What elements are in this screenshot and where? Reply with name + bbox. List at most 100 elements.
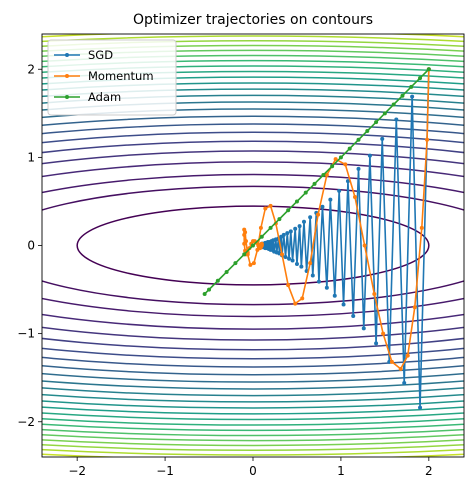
legend-label-sgd: SGD <box>88 48 113 62</box>
data-point-adam <box>365 128 370 133</box>
data-point-adam <box>426 67 431 72</box>
data-point-adam <box>400 93 405 98</box>
legend: SGD Momentum Adam <box>47 39 177 116</box>
data-point-momentum <box>412 305 417 310</box>
y-axis: −2 −1 0 1 2 <box>17 62 42 429</box>
data-point-adam <box>286 208 291 213</box>
data-point-momentum <box>248 262 253 267</box>
data-point-adam <box>277 217 282 222</box>
y-tick-label: −2 <box>17 415 35 429</box>
data-point-sgd <box>380 136 385 141</box>
data-point-adam <box>391 102 396 107</box>
contour-level-11 <box>42 94 464 397</box>
contour-lines <box>42 34 464 457</box>
contour-level-15 <box>42 70 464 421</box>
contour-level-17 <box>42 59 464 432</box>
contour-level-6 <box>42 131 464 360</box>
x-tick-label: 1 <box>337 464 345 478</box>
data-point-sgd <box>293 226 298 231</box>
y-tick-label: 1 <box>27 150 35 164</box>
data-point-momentum <box>362 243 367 248</box>
data-point-sgd <box>290 258 295 263</box>
series-adam <box>202 67 431 296</box>
data-point-adam <box>259 234 264 239</box>
series-sgd <box>258 67 431 410</box>
data-point-momentum <box>263 206 268 211</box>
data-point-sgd <box>341 302 346 307</box>
data-point-sgd <box>285 231 290 236</box>
data-point-sgd <box>374 341 379 346</box>
contour-level-9 <box>42 108 464 383</box>
contour-level-1 <box>42 185 464 306</box>
data-point-sgd <box>332 293 337 298</box>
data-point-adam <box>251 243 255 248</box>
data-point-momentum <box>308 261 313 266</box>
data-point-adam <box>418 76 423 81</box>
data-point-sgd <box>310 273 315 278</box>
data-point-momentum <box>258 243 263 248</box>
y-tick-label: 2 <box>27 62 35 76</box>
contour-level-4 <box>42 150 464 341</box>
contour-level-8 <box>42 115 464 376</box>
data-point-adam <box>224 269 229 274</box>
contour-level-2 <box>42 173 464 318</box>
contour-level-16 <box>42 65 464 426</box>
data-point-sgd <box>283 254 288 259</box>
data-point-sgd <box>328 197 333 202</box>
legend-marker <box>65 74 69 78</box>
data-point-momentum <box>316 212 321 217</box>
data-point-sgd <box>361 326 366 331</box>
data-point-adam <box>303 190 308 195</box>
legend-label-momentum: Momentum <box>88 69 154 83</box>
data-point-sgd <box>301 219 306 224</box>
data-point-adam <box>268 225 273 230</box>
data-point-momentum <box>419 225 424 230</box>
data-point-sgd <box>288 229 293 234</box>
data-point-sgd <box>402 380 407 385</box>
x-tick-label: −2 <box>68 464 86 478</box>
data-point-adam <box>347 146 352 151</box>
data-point-adam <box>374 120 379 125</box>
data-point-sgd <box>410 94 415 99</box>
x-tick-label: −1 <box>156 464 174 478</box>
data-point-adam <box>207 287 212 292</box>
data-point-adam <box>215 278 220 283</box>
data-point-sgd <box>324 285 329 290</box>
data-point-sgd <box>287 256 292 261</box>
y-tick-label: −1 <box>17 327 35 341</box>
x-axis: −2 −1 0 1 2 <box>68 457 433 478</box>
contour-level-10 <box>42 101 464 390</box>
contour-level-19 <box>42 49 464 442</box>
data-point-momentum <box>293 301 298 306</box>
data-point-momentum <box>333 157 338 162</box>
x-tick-label: 2 <box>425 464 433 478</box>
legend-label-adam: Adam <box>88 90 121 104</box>
series-momentum <box>242 67 431 371</box>
data-point-sgd <box>367 153 372 158</box>
data-point-sgd <box>356 166 361 171</box>
legend-marker <box>65 53 69 57</box>
data-point-sgd <box>297 224 302 229</box>
x-tick-label: 0 <box>249 464 257 478</box>
contour-level-0 <box>76 205 430 286</box>
data-point-adam <box>356 137 361 142</box>
data-point-adam <box>202 291 207 296</box>
data-point-momentum <box>425 137 430 142</box>
data-point-momentum <box>242 241 247 246</box>
data-point-momentum <box>280 252 285 257</box>
data-point-momentum <box>251 261 256 266</box>
contour-level-5 <box>42 140 464 351</box>
data-point-momentum <box>398 366 403 371</box>
data-point-sgd <box>316 279 321 284</box>
chart-title: Optimizer trajectories on contours <box>133 12 373 28</box>
data-point-adam <box>321 173 326 177</box>
trajectory-series <box>202 67 431 410</box>
data-point-sgd <box>299 264 304 269</box>
data-point-momentum <box>381 331 386 336</box>
data-point-momentum <box>343 162 348 167</box>
data-point-sgd <box>294 262 299 267</box>
data-point-sgd <box>394 117 399 122</box>
data-point-momentum <box>300 296 305 301</box>
data-point-adam <box>382 111 387 116</box>
